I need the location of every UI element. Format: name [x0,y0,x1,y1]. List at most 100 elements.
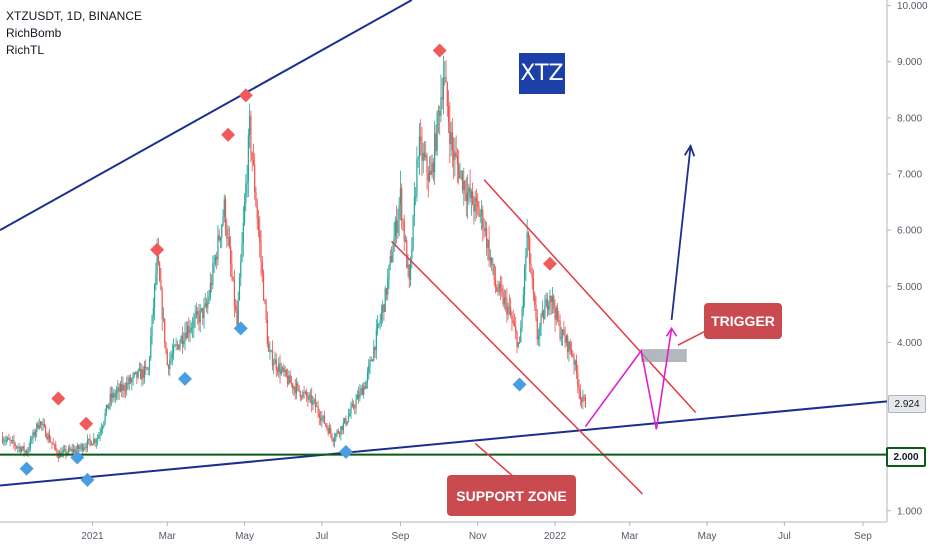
candle-body [110,393,113,399]
candle-body [379,320,381,324]
candle-body [413,196,415,216]
candle-body [170,357,172,361]
candle-body [584,397,587,408]
candle-body [86,439,89,448]
candle-body [444,77,446,78]
channel-lower-line [391,240,643,495]
candle-body [351,403,353,407]
indicator-richbomb[interactable]: RichBomb [6,26,62,40]
candle-body [545,298,547,307]
candle-body [176,344,178,346]
candle-body [473,204,475,212]
candle-body [240,261,242,278]
candle-body [157,250,159,264]
candle-body [501,287,503,292]
candle-body [103,421,105,426]
candle-body [338,432,341,435]
candle-body [544,306,546,320]
candle-body [18,446,20,448]
candle-body [218,235,220,241]
candle-body [113,392,115,398]
candle-body [311,395,313,405]
candle-body [554,308,556,320]
candle-body [147,368,149,370]
candle-body [65,449,67,455]
candle-body [434,133,436,173]
current-price-tag: 2.924 [888,395,926,413]
time-tick-label: 2021 [81,531,104,542]
candle-body [72,449,75,453]
candle-body [451,132,453,151]
candle-body [276,369,279,372]
candle-body [422,152,424,161]
candle-body [175,344,177,346]
candle-body [13,440,15,444]
indicator-richtl[interactable]: RichTL [6,43,45,57]
candle-body [285,369,287,377]
candle-body [129,377,132,383]
candle-body [9,439,11,441]
candle-body [71,449,73,453]
candle-body [232,276,234,281]
time-tick-label: Sep [392,531,410,542]
candle-body [377,323,379,330]
candle-body [421,140,423,161]
candle-body [309,395,312,397]
candle-body [281,367,284,370]
candle-body [461,171,464,191]
candle-body [190,327,192,331]
candle-body [37,423,39,429]
candle-body [440,97,442,116]
candle-body [565,335,568,343]
candle-body [55,444,57,450]
candle-body [436,112,438,151]
candle-body [270,350,272,352]
candle-body [345,418,347,425]
symbol-label[interactable]: XTZUSDT, 1D, BINANCE [6,9,143,23]
candle-body [123,384,125,391]
candle-body [219,237,222,241]
candle-body [487,240,489,248]
candle-body [213,263,215,265]
candle-body [165,343,167,351]
buy-signal-marker [338,444,353,459]
candle-body [198,314,200,323]
candle-body [5,439,7,441]
candle-body [336,430,338,434]
candle-body [349,413,351,416]
candle-body [75,449,77,453]
sell-signal-marker [51,391,66,406]
candle-body [76,445,78,450]
candle-body [133,373,135,376]
candle-body [169,360,171,369]
candle-body [56,449,58,455]
candle-body [122,384,124,391]
candle-body [378,323,380,325]
candle-body [456,156,459,165]
price-tick-label: 1.000 [897,506,922,517]
candle-body [67,448,70,453]
candle-body [536,318,538,340]
candle-body [228,237,230,247]
candle-body [79,447,81,449]
candle-body [484,228,486,232]
candle-body [581,399,583,403]
time-tick-label: 2022 [544,531,567,542]
candle-body [299,391,301,397]
candle-body [53,444,56,446]
candle-body [32,432,34,440]
candle-body [238,277,241,301]
candle-body [188,326,190,333]
candle-body [483,227,485,232]
candle-body [69,448,71,451]
candle-body [546,298,549,310]
candle-body [102,425,104,430]
candle-body [480,209,483,215]
candle-body [48,434,51,442]
candle-body [262,273,265,301]
candle-body [88,438,90,440]
candle-body [155,274,157,285]
candle-body [417,158,419,160]
